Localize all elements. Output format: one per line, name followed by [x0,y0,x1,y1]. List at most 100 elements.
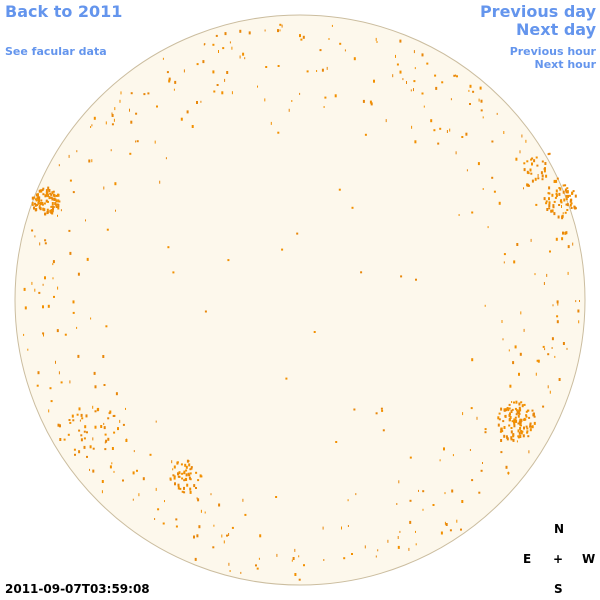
facula [519,352,522,356]
facula [69,421,72,424]
facula [531,409,534,412]
facula [23,333,25,336]
facula [471,479,474,482]
facula [218,503,221,507]
facula [548,204,551,208]
facula [560,201,563,204]
facula [537,359,540,363]
facula [181,490,184,493]
facula [277,131,280,134]
facula [375,37,377,41]
facula [52,207,54,211]
facula [385,119,387,123]
facula [37,201,40,205]
facula [566,347,568,350]
facula [130,120,133,124]
facula [409,520,412,524]
next-day-link[interactable]: Next day [516,20,596,39]
facula [545,202,548,205]
facula [397,536,399,539]
facular-link[interactable]: See facular data [5,45,107,58]
facula [551,209,554,213]
facula [511,401,513,403]
facula [555,194,558,198]
facula [476,416,478,420]
facula [202,60,205,64]
facula [193,535,195,539]
facula [530,172,533,175]
next-hour-link[interactable]: Next hour [534,58,597,71]
facula [31,203,34,206]
facula [511,420,514,423]
facula [256,567,259,570]
facula [547,153,550,156]
facula [414,67,416,70]
facula [89,445,92,449]
facula [221,534,223,538]
facula [549,390,551,394]
facula [244,513,247,516]
facula [421,53,424,57]
facula [69,251,72,255]
facula [491,176,494,179]
faculae [23,23,580,581]
facula [500,427,503,430]
facula [531,157,534,160]
facula [392,74,394,78]
facula [321,68,324,72]
facula [224,78,226,82]
facula [344,49,346,52]
facula [551,193,554,197]
facula [324,96,327,99]
facula [204,43,206,45]
facula [42,207,45,211]
facula [37,196,40,199]
facula [552,204,555,208]
facula [430,119,433,123]
facula [171,460,173,464]
facula [187,460,190,462]
facula [83,437,86,440]
facula [294,573,297,576]
facula [545,174,548,178]
facula [69,179,72,182]
facula [506,407,509,410]
facula [546,273,548,277]
facula [129,108,130,112]
facula [524,418,527,421]
facula [551,337,554,341]
facula [94,425,97,429]
facula [49,210,52,213]
facula [228,533,230,536]
facula [38,189,41,193]
facula [341,526,342,530]
facula [159,180,161,184]
facula [58,200,61,203]
facula [228,562,230,566]
facula [551,347,553,349]
facula [355,493,357,496]
facula [93,116,96,120]
facula [563,198,566,202]
facula [191,125,194,128]
facula [521,134,523,138]
previous-day-link[interactable]: Previous day [479,2,596,21]
facula [369,100,372,104]
facula [188,476,191,480]
back-link[interactable]: Back to 2011 [5,2,123,21]
facula [498,201,501,205]
facula [76,326,78,329]
facula [115,209,116,212]
facula [195,487,197,489]
facula [516,440,518,443]
facula [565,231,568,235]
facula [572,242,574,246]
facula [565,194,568,198]
facula [113,431,116,434]
facula [189,490,192,494]
facula [323,106,325,108]
facula [200,509,202,513]
facula [529,168,532,172]
previous-hour-link[interactable]: Previous hour [509,45,596,58]
facula [36,197,39,200]
